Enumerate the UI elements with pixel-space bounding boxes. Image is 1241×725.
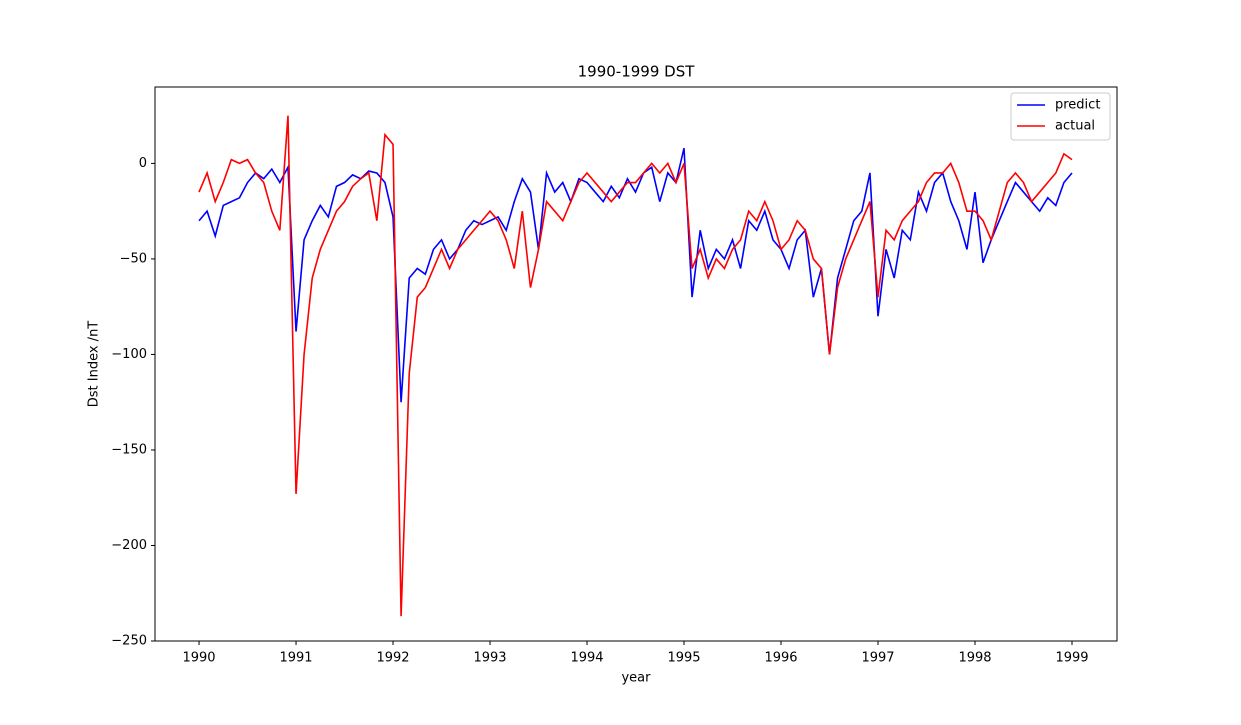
x-axis-label: year (621, 671, 651, 686)
legend-label: actual (1055, 119, 1095, 134)
x-tick-label: 1998 (958, 651, 991, 666)
x-tick-label: 1993 (473, 651, 506, 666)
data-line (198, 147, 1073, 403)
data-line (198, 115, 1073, 617)
x-tick-label: 1999 (1055, 651, 1088, 666)
x-tick-label: 1990 (182, 651, 215, 666)
legend-label: predict (1055, 98, 1100, 113)
x-tick-label: 1997 (861, 651, 894, 666)
chart-title: 1990-1999 DST (578, 63, 696, 81)
y-tick-label: 0 (139, 156, 147, 171)
y-tick-label: −50 (120, 251, 147, 266)
x-tick-label: 1992 (376, 651, 409, 666)
y-tick-label: −200 (111, 538, 147, 553)
x-tick-label: 1991 (279, 651, 312, 666)
x-tick-label: 1994 (570, 651, 603, 666)
y-tick-label: −150 (111, 442, 147, 457)
plot-frame (154, 86, 1118, 642)
y-axis-label: Dst Index /nT (87, 321, 102, 408)
x-tick-label: 1996 (764, 651, 797, 666)
y-tick-label: −100 (111, 347, 147, 362)
y-tick-label: −250 (111, 634, 147, 649)
x-tick-label: 1995 (667, 651, 700, 666)
